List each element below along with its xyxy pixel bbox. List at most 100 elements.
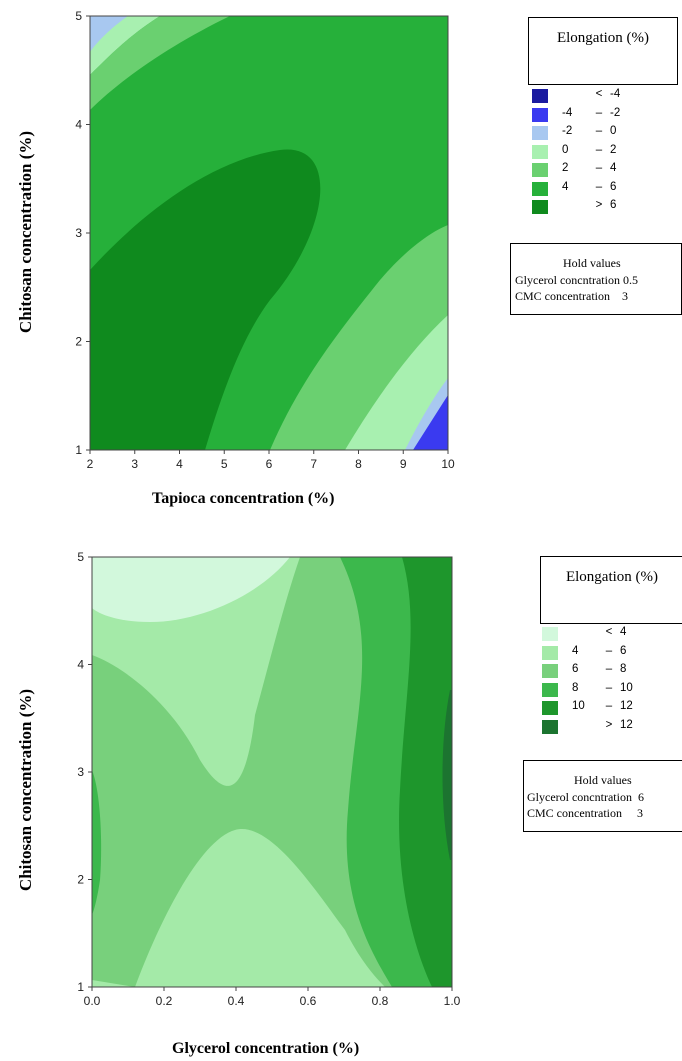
- legend-swatch: [542, 701, 558, 715]
- y-tick-label: 3: [77, 765, 84, 779]
- legend-range-operator: –: [595, 143, 603, 156]
- legend-swatch: [532, 89, 548, 103]
- legend-range-operator: –: [595, 125, 603, 137]
- legend-entry: 4 –6: [542, 645, 672, 661]
- contour-band-gt-6: [90, 149, 321, 450]
- hold-values-line: CMC concentration 3: [515, 289, 628, 303]
- legend-range-low: 2: [562, 162, 569, 174]
- contour-band-gt-12: [442, 690, 452, 860]
- legend-range-operator: –: [605, 681, 613, 694]
- y-tick-label: 2: [75, 335, 82, 349]
- legend-title-box: Elongation (%): [528, 17, 678, 85]
- legend-swatch: [532, 181, 548, 196]
- legend-range-low: -2: [562, 125, 573, 137]
- hold-values-box: Hold values Glycerol concntration 6 CMC …: [523, 760, 682, 832]
- legend-entry: < -4: [532, 88, 662, 104]
- legend-range-high: 6: [610, 199, 617, 211]
- y-tick-label: 5: [75, 9, 82, 23]
- x-tick-label: 0.8: [372, 994, 389, 1008]
- hold-values-title: Hold values: [563, 256, 621, 270]
- legend-range-operator: –: [595, 162, 603, 174]
- y-tick-label: 1: [75, 443, 82, 457]
- legend-swatch: [532, 107, 548, 122]
- x-tick-label: 1.0: [444, 994, 461, 1008]
- legend-swatch: [542, 719, 558, 734]
- legend-entry: 4 –6: [532, 181, 662, 197]
- contour-band-4-6-bottom-left: [92, 980, 135, 987]
- x-tick-label: 6: [266, 457, 273, 471]
- legend-range-low: 8: [572, 681, 579, 694]
- x-tick-label: 3: [131, 457, 138, 471]
- legend-range-high: 8: [620, 663, 627, 675]
- x-axis-label: Glycerol concentration (%): [172, 1040, 360, 1057]
- x-tick-label: 5: [221, 457, 228, 471]
- contour-plot-glycerol-chitosan: Chitosan concentration (%) 0.0 0.2 0.4 0.6 0…: [0, 540, 682, 1061]
- legend-entry: 2 –4: [532, 162, 662, 178]
- legend-range-low: -4: [562, 106, 573, 119]
- legend-entry: 8 –10: [542, 682, 672, 698]
- legend-swatch: [532, 126, 548, 140]
- y-tick-label: 1: [77, 980, 84, 994]
- x-tick-label: 0.0: [84, 994, 101, 1008]
- contour-band-2-4-upper: [90, 16, 230, 110]
- contour-band-neg4-neg2: [413, 395, 448, 450]
- legend-range-operator: <: [595, 88, 603, 100]
- legend-range-high: -4: [610, 88, 621, 100]
- contour-band-8-10-left: [92, 770, 102, 915]
- legend: <4 4–6 6–8 8–10 10–12 >12: [542, 626, 682, 746]
- contour-band-lt-4-top: [92, 557, 290, 622]
- y-tick-label: 4: [77, 658, 84, 672]
- contour-band-0-2-lower: [345, 315, 448, 450]
- x-tick-label: 9: [400, 457, 407, 471]
- legend-range-high: -2: [610, 106, 621, 119]
- legend-entry: 6 –8: [542, 663, 672, 679]
- legend-range-high: 12: [620, 700, 633, 712]
- x-tick-label: 7: [310, 457, 317, 471]
- legend-swatch: [532, 144, 548, 159]
- legend-range-low: 4: [562, 180, 569, 193]
- legend-range-operator: –: [605, 663, 613, 675]
- y-tick-label: 4: [75, 118, 82, 132]
- legend-range-high: 6: [610, 180, 617, 193]
- legend-range-high: 10: [620, 681, 633, 694]
- legend-range-operator: <: [605, 626, 613, 638]
- legend-title: Elongation (%): [556, 30, 650, 46]
- legend-entry: >12: [542, 719, 672, 735]
- legend-swatch: [542, 627, 558, 641]
- x-tick-label: 0.2: [156, 994, 173, 1008]
- x-tick-label: 4: [176, 457, 183, 471]
- x-tick-label: 0.4: [228, 994, 245, 1008]
- legend-range-low: 4: [572, 644, 579, 657]
- legend: < -4 -4– -2 -2–0 0–2 2–4 4–6 >6: [532, 88, 672, 228]
- legend-swatch: [542, 645, 558, 660]
- legend-entry: -4 – -2: [532, 107, 662, 123]
- legend-range-low: 0: [562, 143, 569, 156]
- legend-range-operator: –: [595, 106, 603, 119]
- legend-title-box: Elongation (%): [540, 556, 682, 624]
- contour-band-neg2-0: [90, 16, 128, 52]
- hold-values-line: CMC concentration 3: [527, 806, 643, 820]
- contour-band-10-12: [399, 557, 452, 987]
- legend-range-low: 10: [572, 700, 585, 712]
- legend-range-high: 4: [610, 162, 617, 174]
- legend-range-high: 0: [610, 125, 617, 137]
- hold-values-title: Hold values: [574, 773, 632, 787]
- x-tick-label: 0.6: [300, 994, 317, 1008]
- legend-entry: >6: [532, 199, 662, 215]
- hold-values-line: Glycerol concntration 0.5: [515, 273, 638, 287]
- legend-title: Elongation (%): [565, 569, 659, 585]
- legend-range-operator: –: [605, 644, 613, 657]
- legend-range-high: 6: [620, 644, 627, 657]
- legend-entry: <4: [542, 626, 672, 642]
- y-tick-label: 5: [77, 550, 84, 564]
- legend-range-low: 6: [572, 663, 579, 675]
- x-tick-label: 10: [441, 457, 455, 471]
- x-tick-label: 8: [355, 457, 362, 471]
- legend-range-high: 12: [620, 718, 633, 731]
- legend-entry: 0 –2: [532, 144, 662, 160]
- hold-values-line: Glycerol concntration 6: [527, 790, 644, 804]
- y-tick-label: 2: [77, 873, 84, 887]
- y-tick-label: 3: [75, 226, 82, 240]
